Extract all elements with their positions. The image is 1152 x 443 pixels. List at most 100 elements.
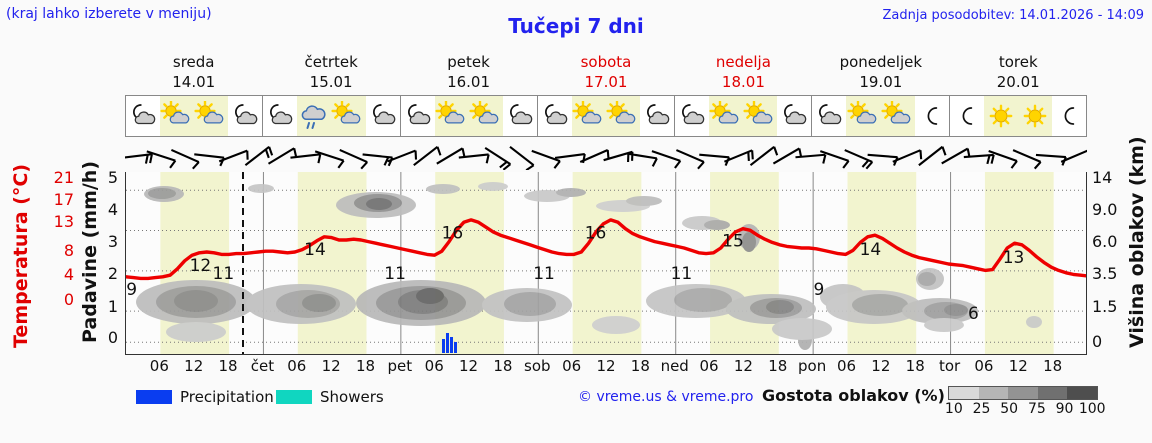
day-header-row: sreda 14.01 četrtek 15.01 petek 16.01 sobota 17… [125,52,1087,94]
moon-cloud-icon [640,96,674,136]
temperature-tick-0: 21 [53,168,74,188]
wind-barb [723,149,754,163]
moon-cloud-icon [675,96,709,136]
temperature-tick-5: 0 [63,290,74,310]
x-tick-2: 18 [218,357,238,375]
day-name: sobota [580,53,632,71]
cloud-blob [742,232,756,252]
x-tick-17: 12 [733,357,753,375]
wind-barb [749,145,779,167]
moon-icon [950,96,984,136]
cloud-blob [924,318,964,332]
temperature-tick-2: 13 [53,212,74,232]
cloud-blob [366,198,392,210]
precipitation-legend-label: Precipitation [180,388,274,406]
cloud-rain-icon [297,96,332,136]
day-icons-1 [263,96,401,136]
precip-bar [454,342,457,353]
x-tick-13: 12 [596,357,616,375]
x-tick-0: 06 [149,357,169,375]
daylight-band [847,172,917,354]
x-tick-12: 06 [562,357,582,375]
temperature-label: 14 [860,240,882,260]
wind-barb [1012,149,1042,170]
cloud-scale-number-5: 100 [1078,401,1106,417]
x-tick-23: tor [938,357,961,375]
meteogram-plot: 9 12 11 14 11 16 11 16 11 15 9 14 6 13 [125,172,1087,355]
day-date: 19.01 [859,73,903,91]
sun-cloud-icon [846,96,881,136]
day-date: 16.01 [447,73,491,91]
day-header-0: sreda 14.01 [125,52,262,94]
cloud-blob [504,292,556,316]
wind-barb [218,149,249,163]
day-header-5: ponedeljek 19.01 [812,52,949,94]
moon-cloud-icon [401,96,435,136]
cloud-blob [626,196,662,206]
x-tick-3: čet [250,357,275,375]
x-tick-18: 18 [768,357,788,375]
wind-barb [892,149,923,163]
temperature-tick-3: 8 [63,240,74,260]
wind-barb [458,153,490,164]
day-name: sreda [172,53,215,71]
day-header-2: petek 16.01 [400,52,537,94]
last-update: Zadnja posodobitev: 14.01.2026 - 14:09 [882,8,1144,23]
wind-barb [314,150,345,169]
wind-barb [362,153,394,167]
cloud-blob [766,300,794,314]
wind-barb [170,148,200,170]
cloud-blob [166,322,226,342]
x-tick-7: pet [387,357,413,375]
wind-barb [484,146,512,170]
temperature-label: 16 [585,224,607,244]
sun-cloud-icon [880,96,915,136]
temperature-label: 9 [126,280,137,300]
x-tick-19: pon [798,357,827,375]
cloud-height-tick-2: 6.0 [1092,232,1118,252]
wind-barb [772,147,803,165]
precipitation-tick-3: 2 [107,264,118,284]
sun-cloud-icon [331,96,366,136]
moon-cloud-icon [366,96,400,136]
cloud-density-field [136,182,1042,350]
precipitation-axis-title-text: Padavine (mm/h) [79,160,101,343]
temperature-line [126,218,1086,281]
moon-cloud-icon [777,96,811,136]
showers-legend-label: Showers [320,388,384,406]
wind-barb [988,150,1018,169]
sun-icon [1017,96,1052,136]
cloud-blob [248,184,274,193]
wind-barb [387,149,418,163]
moon-icon [1052,96,1086,136]
x-tick-20: 06 [836,357,857,375]
copyright-link[interactable]: © vreme.us & vreme.pro [578,389,754,405]
temperature-label: 11 [384,264,406,284]
precipitation-tick-5: 0 [107,327,118,347]
wind-barb [963,153,995,165]
precip-bar [450,337,453,353]
cloud-blob [1026,316,1042,328]
cloud-scale-number-3: 75 [1027,401,1046,417]
cloud-height-tick-1: 9.0 [1092,200,1118,220]
day-name: torek [998,53,1038,71]
cloud-density-scale [948,386,1098,400]
page-title: Tučepi 7 dni [508,14,644,38]
wind-barb [699,153,731,167]
cloud-height-tick-5: 0 [1092,332,1103,352]
x-tick-16: 06 [699,357,719,375]
weather-icon-row [125,95,1087,137]
wind-barb [146,150,177,169]
x-tick-15: ned [660,357,689,375]
showers-swatch [276,390,312,404]
x-tick-9: 12 [459,357,479,375]
temperature-label: 9 [813,280,824,300]
temperature-label: 11 [671,264,693,284]
sun-cloud-icon [468,96,503,136]
sun-cloud-icon [743,96,778,136]
x-tick-14: 18 [630,357,650,375]
cloud-height-axis-title-text: Višina oblakov (km) [1126,136,1148,348]
temperature-label: 11 [213,264,235,284]
moon-cloud-icon [503,96,537,136]
precipitation-tick-1: 4 [107,200,118,220]
